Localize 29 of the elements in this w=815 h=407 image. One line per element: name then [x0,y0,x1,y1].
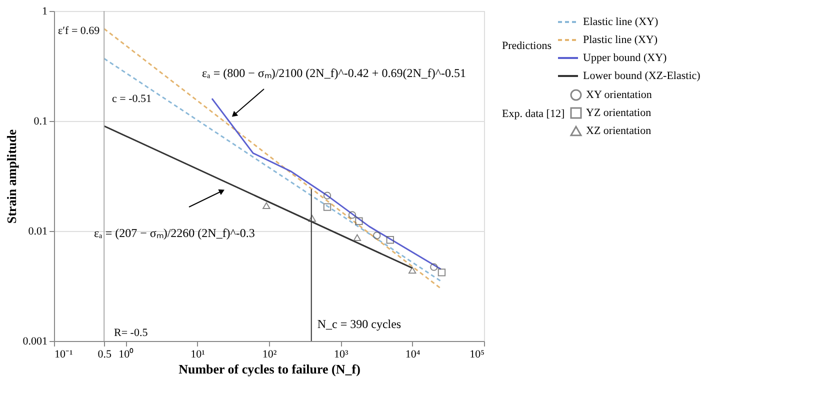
legend-label: Upper bound (XY) [583,52,668,64]
x-tick-label: 10⁻¹ [54,348,73,360]
annotation: ε′f = 0.69 [58,25,100,37]
x-tick-label: 10⁴ [405,348,420,360]
legend-label: Elastic line (XY) [583,16,658,28]
x-axis-title: Number of cycles to failure (N_f) [178,362,360,376]
annotation: c = -0.51 [112,93,152,105]
annotation: N_c = 390 cycles [317,317,402,331]
x-tick-label: 10³ [334,348,350,360]
annotation: R= -0.5 [114,327,148,339]
legend-label: Lower bound (XZ-Elastic) [583,70,701,82]
y-tick-label: 1 [42,6,48,18]
y-tick-label: 0.01 [28,226,48,238]
y-axis-title: Strain amplitude [4,129,19,224]
y-tick-label: 0.1 [34,116,48,128]
x-tick-label: 10² [262,348,278,360]
text: Predictions [502,40,552,52]
x-tick-label: 10¹ [190,348,205,360]
legend-label: XY orientation [586,89,652,101]
x-tick-label: 10⁵ [470,348,485,360]
x-tick-label: 10⁰ [118,348,134,360]
x-tick-label: 0.5 [98,348,112,360]
legend-label: YZ orientation [586,107,652,119]
legend-label: Plastic line (XY) [583,34,658,46]
annotation: εₐ = (207 − σₘ)/2260 (2N_f)^-0.3 [94,226,255,240]
annotation: εₐ = (800 − σₘ)/2100 (2N_f)^-0.42 + 0.69(2N_f)^-0.51 [202,66,466,80]
y-tick-label: 0.001 [22,336,48,348]
legend-label: XZ orientation [586,125,652,137]
text: Exp. data [12] [502,108,565,120]
